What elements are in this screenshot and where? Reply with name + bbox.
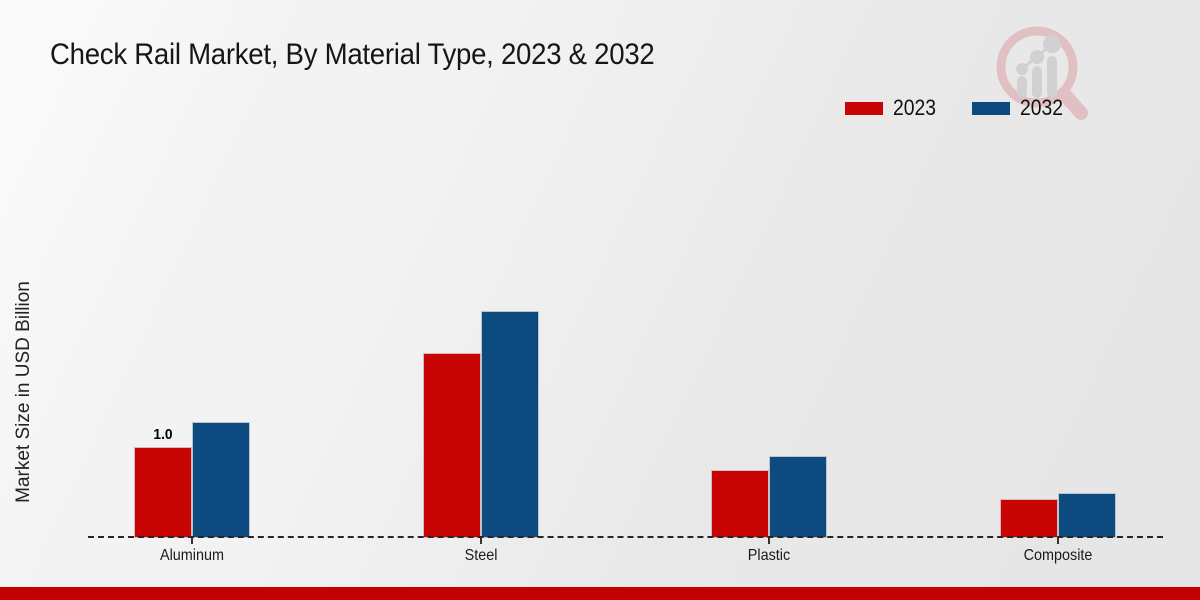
legend-label-2032: 2032 xyxy=(1019,95,1064,120)
x-tick-label-aluminum: Aluminum xyxy=(159,547,225,564)
x-tick-steel xyxy=(479,538,482,544)
x-tick-aluminum xyxy=(191,538,193,544)
x-tick-composite xyxy=(1056,538,1059,544)
legend: 2023 2032 xyxy=(845,97,1069,119)
bar-2023-composite xyxy=(999,499,1058,538)
x-tick-label-steel: Steel xyxy=(464,547,497,564)
bar-2032-aluminum xyxy=(192,422,250,538)
legend-swatch-2023 xyxy=(845,101,883,115)
x-axis-baseline xyxy=(88,536,1163,538)
magnifier-bar-chart-logo-icon xyxy=(996,26,1088,120)
legend-item-2032: 2032 xyxy=(971,95,1069,120)
x-tick-label-composite: Composite xyxy=(1023,547,1092,564)
legend-item-2023: 2023 xyxy=(845,97,942,119)
chart-title: Check Rail Market, By Material Type, 202… xyxy=(50,38,655,71)
bar-2032-steel xyxy=(480,311,539,538)
bar-2032-plastic xyxy=(769,456,827,538)
bar-2023-plastic xyxy=(711,470,769,538)
legend-swatch-2032 xyxy=(971,101,1010,115)
bar-2032-composite xyxy=(1057,493,1116,538)
bar-value-label: 1.0 xyxy=(153,426,173,443)
legend-label-2023: 2023 xyxy=(893,95,937,120)
x-tick-label-plastic: Plastic xyxy=(747,547,791,564)
x-tick-plastic xyxy=(768,538,770,544)
y-axis-label: Market Size in USD Billion xyxy=(13,281,34,503)
bar-2023-aluminum xyxy=(134,447,192,538)
footer-accent-bar xyxy=(0,587,1200,600)
bar-2023-steel xyxy=(422,353,481,538)
